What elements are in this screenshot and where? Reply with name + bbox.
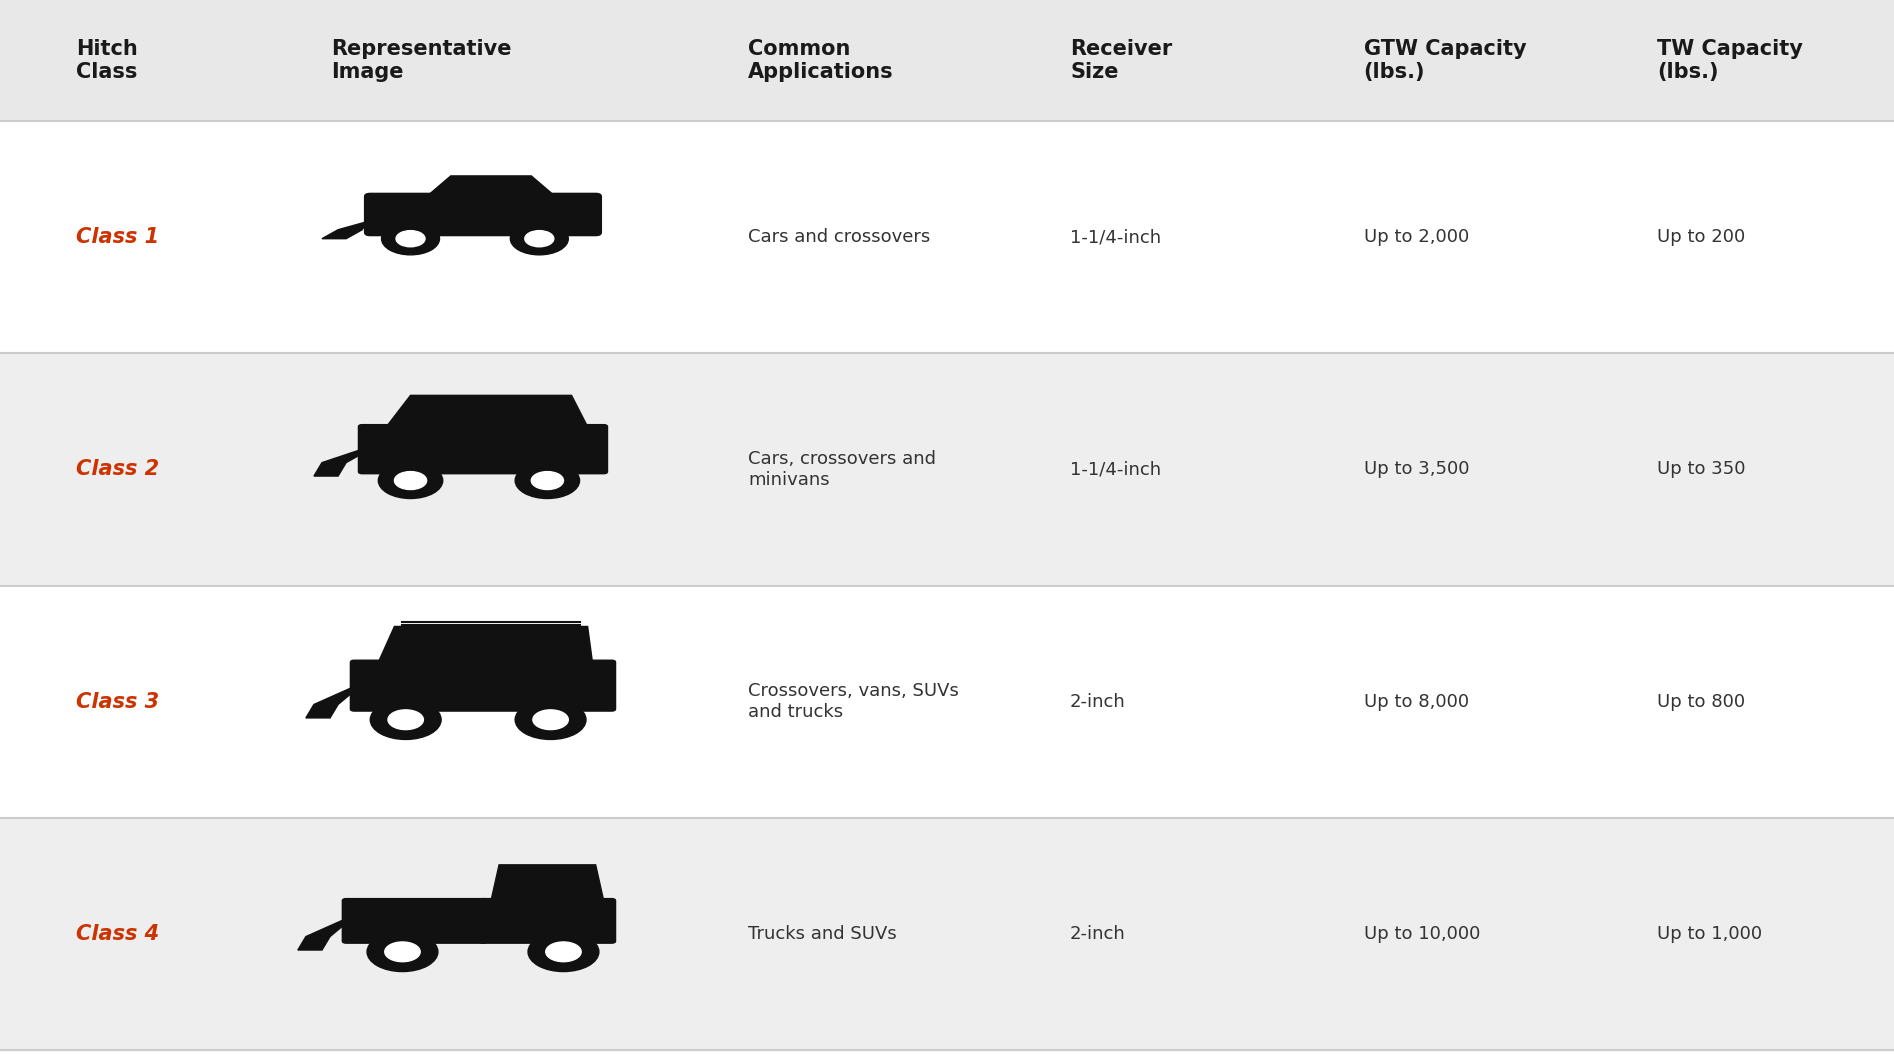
Text: Up to 10,000: Up to 10,000 [1364, 924, 1479, 943]
Polygon shape [314, 449, 362, 476]
Circle shape [530, 472, 564, 490]
Text: Common
Applications: Common Applications [748, 39, 894, 82]
Text: TW Capacity
(lbs.): TW Capacity (lbs.) [1657, 39, 1803, 82]
Circle shape [509, 223, 568, 255]
Bar [0, 586, 1894, 818]
Text: 1-1/4-inch: 1-1/4-inch [1070, 228, 1161, 247]
FancyBboxPatch shape [343, 899, 487, 943]
Circle shape [388, 710, 424, 730]
Bar [0, 353, 1894, 586]
Polygon shape [297, 919, 347, 950]
Text: Up to 350: Up to 350 [1657, 460, 1746, 479]
Text: 2-inch: 2-inch [1070, 924, 1125, 943]
Text: Trucks and SUVs: Trucks and SUVs [748, 924, 898, 943]
Polygon shape [307, 687, 354, 717]
Circle shape [384, 942, 420, 962]
Polygon shape [322, 216, 371, 238]
Text: Up to 1,000: Up to 1,000 [1657, 924, 1763, 943]
Text: Cars, crossovers and
minivans: Cars, crossovers and minivans [748, 450, 936, 488]
Text: Cars and crossovers: Cars and crossovers [748, 228, 930, 247]
Circle shape [379, 462, 443, 498]
Text: 2-inch: 2-inch [1070, 692, 1125, 711]
Text: Hitch
Class: Hitch Class [76, 39, 138, 82]
FancyBboxPatch shape [358, 424, 608, 474]
Bar [0, 0, 1894, 121]
FancyBboxPatch shape [350, 660, 616, 711]
Text: Receiver
Size: Receiver Size [1070, 39, 1172, 82]
Circle shape [371, 701, 441, 740]
Circle shape [525, 231, 553, 247]
Text: Crossovers, vans, SUVs
and trucks: Crossovers, vans, SUVs and trucks [748, 683, 958, 721]
Polygon shape [379, 627, 593, 663]
Text: Up to 8,000: Up to 8,000 [1364, 692, 1470, 711]
Text: Class 2: Class 2 [76, 460, 159, 479]
Polygon shape [491, 865, 604, 901]
Text: GTW Capacity
(lbs.): GTW Capacity (lbs.) [1364, 39, 1527, 82]
Circle shape [528, 933, 599, 972]
Text: Class 3: Class 3 [76, 692, 159, 711]
FancyBboxPatch shape [364, 193, 602, 235]
Circle shape [394, 472, 426, 490]
Circle shape [367, 933, 438, 972]
Bar [0, 121, 1894, 353]
Text: Up to 3,500: Up to 3,500 [1364, 460, 1470, 479]
Text: 1-1/4-inch: 1-1/4-inch [1070, 460, 1161, 479]
Text: Representative
Image: Representative Image [331, 39, 511, 82]
Circle shape [381, 223, 439, 255]
FancyBboxPatch shape [479, 899, 616, 943]
Polygon shape [426, 176, 555, 196]
Circle shape [396, 231, 424, 247]
Circle shape [515, 462, 580, 498]
Polygon shape [386, 396, 587, 426]
Text: Up to 2,000: Up to 2,000 [1364, 228, 1470, 247]
Circle shape [532, 710, 568, 730]
Text: Class 4: Class 4 [76, 924, 159, 943]
Bar [0, 818, 1894, 1050]
Circle shape [515, 701, 585, 740]
Text: Class 1: Class 1 [76, 228, 159, 247]
Text: Up to 200: Up to 200 [1657, 228, 1746, 247]
Text: Up to 800: Up to 800 [1657, 692, 1746, 711]
Circle shape [545, 942, 581, 962]
